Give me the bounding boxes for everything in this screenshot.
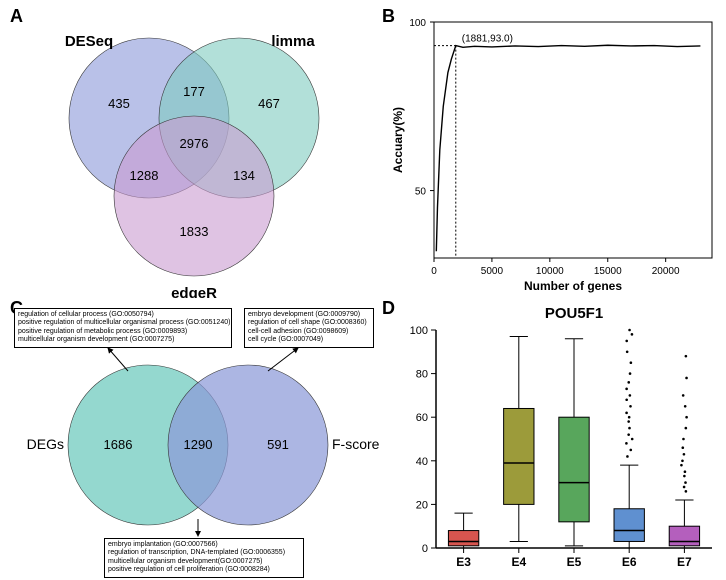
go-terms-degs: regulation of cellular process (GO:00507… [14, 308, 232, 348]
svg-text:1288: 1288 [130, 168, 159, 183]
svg-text:50: 50 [415, 187, 427, 198]
svg-text:Number of genes: Number of genes [524, 279, 622, 293]
accuracy-line-chart: 0 5000 10000 15000 20000 50 100 Number of genes… [386, 8, 720, 296]
svg-text:591: 591 [267, 437, 289, 452]
svg-text:435: 435 [108, 96, 130, 111]
svg-text:Accuary(%): Accuary(%) [391, 107, 405, 173]
svg-text:60: 60 [416, 412, 428, 424]
svg-text:POU5F1: POU5F1 [545, 305, 603, 322]
go-terms-fscore: embryo development (GO:0009790)regulatio… [244, 308, 374, 348]
svg-text:edgeR: edgeR [171, 285, 217, 298]
svg-text:100: 100 [410, 325, 428, 337]
svg-text:80: 80 [416, 369, 428, 381]
svg-text:E6: E6 [622, 555, 637, 569]
svg-text:0: 0 [431, 266, 437, 277]
svg-text:E4: E4 [511, 555, 526, 569]
svg-text:DEGs: DEGs [27, 436, 64, 452]
svg-text:10000: 10000 [536, 266, 564, 277]
svg-text:100: 100 [409, 18, 426, 29]
svg-text:40: 40 [416, 456, 428, 468]
svg-text:5000: 5000 [481, 266, 504, 277]
svg-text:15000: 15000 [594, 266, 622, 277]
svg-text:20000: 20000 [652, 266, 680, 277]
go-terms-overlap: embryo implantation (GO:0007566)regulati… [104, 538, 304, 578]
svg-text:2976: 2976 [180, 136, 209, 151]
svg-text:E5: E5 [567, 555, 582, 569]
venn-diagram-a: DESeq limma edgeR 435 467 1833 177 1288 134 2976 [14, 8, 374, 298]
svg-text:1833: 1833 [180, 224, 209, 239]
svg-text:limma: limma [271, 33, 315, 50]
boxplot-d: 0 20 40 60 80 100 POU5F1 E3 E4 E5 E6 E7 [386, 300, 720, 578]
svg-text:467: 467 [258, 96, 280, 111]
svg-text:F-score: F-score [332, 436, 380, 452]
svg-text:20: 20 [416, 499, 428, 511]
svg-text:177: 177 [183, 84, 205, 99]
svg-text:1686: 1686 [104, 437, 133, 452]
svg-text:134: 134 [233, 168, 255, 183]
svg-text:E7: E7 [677, 555, 692, 569]
svg-text:DESeq: DESeq [65, 33, 113, 50]
svg-text:1290: 1290 [184, 437, 213, 452]
svg-text:0: 0 [422, 543, 428, 555]
svg-text:(1881,93.0): (1881,93.0) [462, 34, 513, 45]
svg-text:E3: E3 [456, 555, 471, 569]
